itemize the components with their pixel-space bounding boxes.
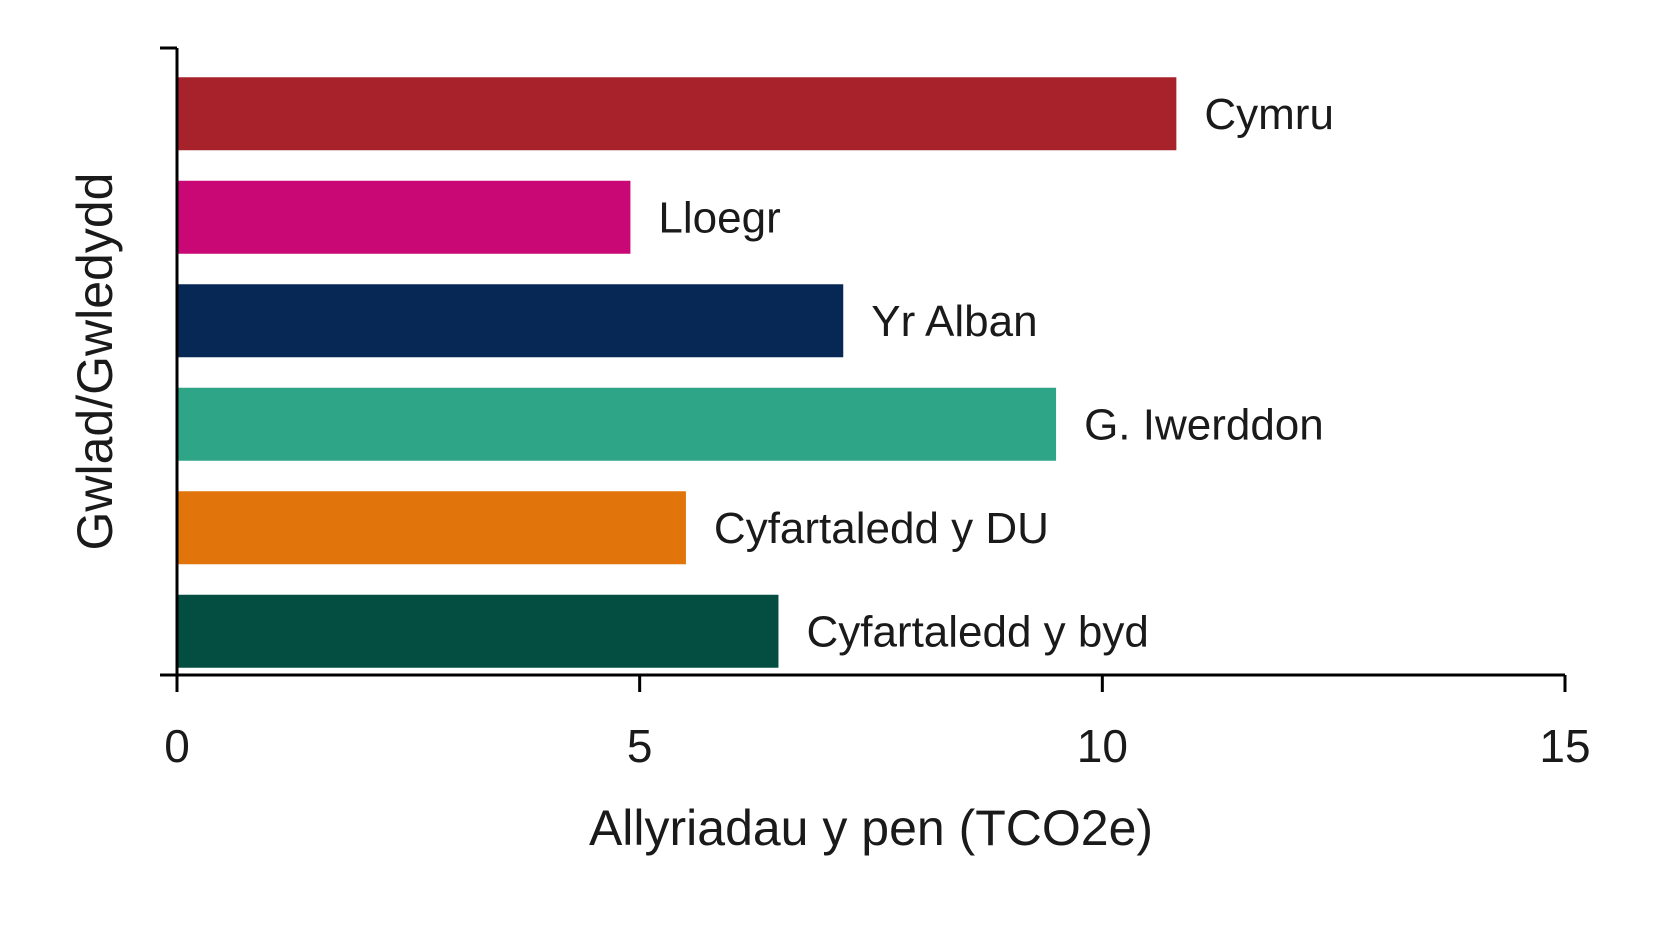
bar-g-iwerddon <box>177 387 1057 461</box>
x-axis-title: Allyriadau y pen (TCO2e) <box>589 800 1153 856</box>
bar-label: Yr Alban <box>871 297 1037 346</box>
bar-label: Cyfartaledd y byd <box>806 607 1148 656</box>
axes-group <box>175 48 1565 677</box>
bars-group <box>177 77 1177 668</box>
bar-lloegr <box>177 180 631 254</box>
bar-label: Lloegr <box>658 193 780 242</box>
bar-label: G. Iwerddon <box>1084 400 1324 449</box>
bar-cymru <box>177 77 1177 151</box>
bar-label: Cymru <box>1204 90 1334 139</box>
x-tick-label: 10 <box>1077 720 1128 772</box>
bar-cyfartaledd-y-byd <box>177 594 779 668</box>
bar-yr-alban <box>177 284 844 358</box>
x-tick-label: 15 <box>1539 720 1590 772</box>
bar-labels-group: Cymru Lloegr Yr Alban G. Iwerddon Cyfartaled… <box>658 90 1334 657</box>
ticks-group: 0 5 10 15 <box>160 46 1591 772</box>
y-axis-title: Gwlad/Gwledydd <box>67 173 123 551</box>
x-tick-label: 0 <box>164 720 190 772</box>
bar-label: Cyfartaledd y DU <box>714 504 1049 553</box>
bar-cyfartaledd-y-du <box>177 491 686 565</box>
x-tick-label: 5 <box>627 720 653 772</box>
